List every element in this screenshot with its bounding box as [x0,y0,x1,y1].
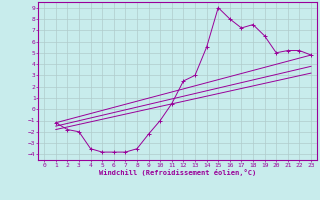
X-axis label: Windchill (Refroidissement éolien,°C): Windchill (Refroidissement éolien,°C) [99,169,256,176]
